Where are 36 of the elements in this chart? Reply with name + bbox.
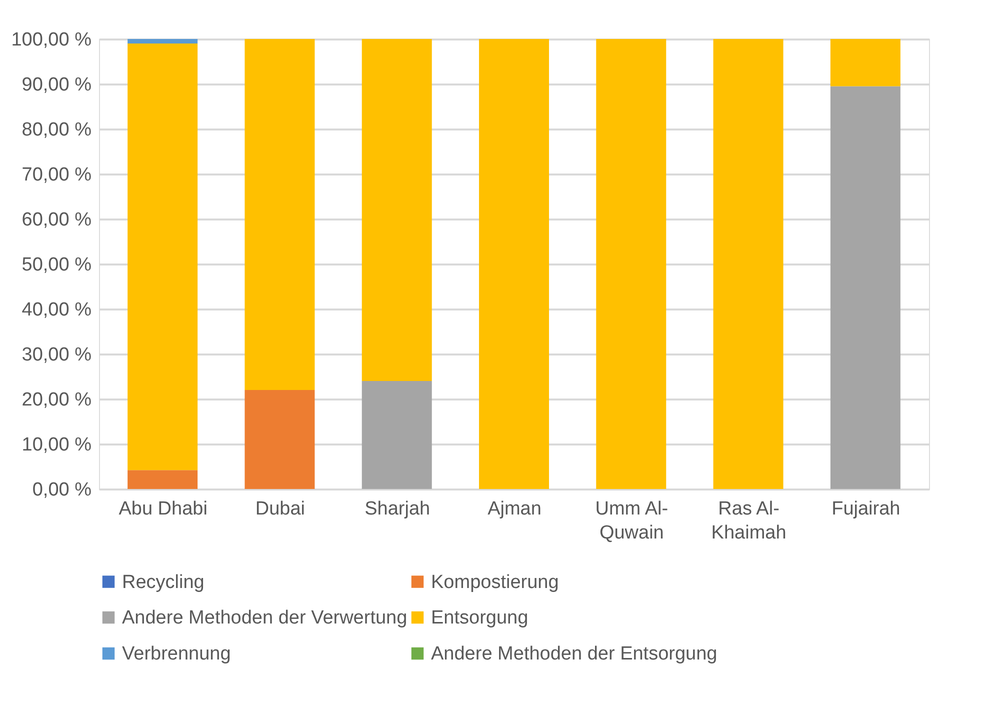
y-tick-label: 80,00 %: [22, 120, 92, 140]
x-tick-label: Sharjah: [364, 498, 430, 520]
bar: [830, 86, 900, 489]
y-tick-label: 70,00 %: [22, 164, 92, 186]
y-tick-label: 30,00 %: [22, 344, 92, 366]
y-tick-label: 90,00 %: [22, 74, 92, 96]
bar: [362, 39, 432, 381]
bar: [830, 39, 900, 86]
bar: [596, 39, 666, 489]
y-tick-label: 40,00 %: [22, 300, 92, 320]
bar: [479, 39, 549, 489]
legend-label: Andere Methoden der Verwertung: [122, 608, 408, 628]
legend-label: Verbrennung: [122, 644, 231, 664]
y-tick-label: 60,00 %: [22, 210, 92, 230]
legend-label: Recycling: [122, 572, 204, 593]
x-tick-label: Abu Dhabi: [118, 498, 208, 520]
x-tick-label: Ajman: [488, 498, 542, 520]
bar: [128, 44, 198, 470]
y-tick-label: 100,00 %: [11, 30, 92, 50]
x-tick-label: Fujairah: [832, 498, 900, 520]
y-tick-label: 20,00 %: [22, 390, 92, 410]
x-tick-label: Dubai: [255, 498, 306, 520]
y-tick-label: 10,00 %: [22, 434, 92, 456]
bar: [362, 381, 432, 489]
y-tick-label: 50,00 %: [22, 254, 92, 276]
legend-label: Entsorgung: [431, 608, 528, 628]
x-tick-label: Ras Al-Khaimah: [711, 498, 786, 544]
bar: [128, 39, 198, 44]
legend-label: Andere Methoden der Entsorgung: [431, 644, 718, 664]
bar: [244, 390, 315, 489]
bar: [713, 39, 784, 489]
legend-label: Kompostierung: [431, 572, 559, 593]
x-tick-label: Umm Al-Quwain: [595, 498, 668, 544]
y-tick-label: 0,00 %: [32, 480, 92, 500]
bar: [244, 39, 315, 390]
bar: [128, 470, 198, 489]
